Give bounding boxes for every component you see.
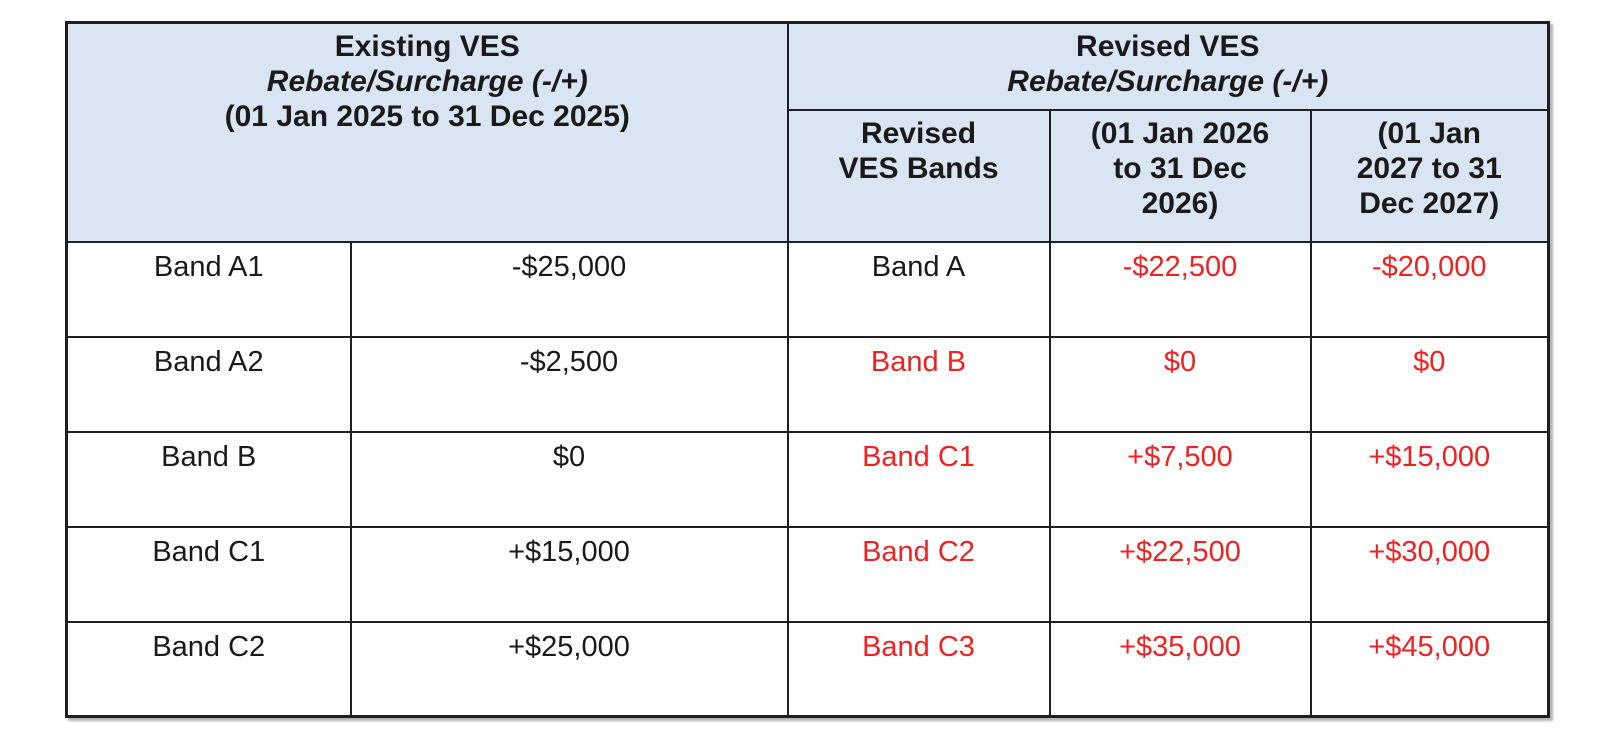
- revised-band-cell: Band C1: [786, 430, 1051, 528]
- existing-band-cell: Band C2: [65, 620, 352, 718]
- existing-value-cell: +$25,000: [349, 620, 789, 718]
- existing-ves-period: (01 Jan 2025 to 31 Dec 2025): [224, 100, 630, 133]
- existing-band-cell: Band B: [65, 430, 352, 528]
- table-row: Band A1 -$25,000 Band A -$22,500 -$20,00…: [65, 240, 1550, 338]
- table-row: Band C2 +$25,000 Band C3 +$35,000 +$45,0…: [65, 620, 1550, 718]
- value-2027-cell: +$30,000: [1309, 525, 1550, 623]
- revised-ves-header-cell: Revised VES Rebate/Surcharge (-/+): [786, 21, 1550, 111]
- value-2026-cell: -$22,500: [1048, 240, 1312, 338]
- revised-band-cell: Band A: [786, 240, 1051, 338]
- revised-band-cell: Band B: [786, 335, 1051, 433]
- existing-value-cell: -$2,500: [349, 335, 789, 433]
- ves-comparison-table: Existing VES Rebate/Surcharge (-/+) (01 …: [65, 21, 1550, 718]
- value-2026-cell: +$22,500: [1048, 525, 1312, 623]
- existing-ves-title: Existing VES: [334, 30, 520, 63]
- value-2027-cell: +$45,000: [1309, 620, 1550, 718]
- existing-ves-header-cell: Existing VES Rebate/Surcharge (-/+) (01 …: [65, 21, 789, 243]
- value-2027-cell: $0: [1309, 335, 1550, 433]
- revised-ves-title: Revised VES: [1076, 30, 1260, 63]
- table-row: Band B $0 Band C1 +$7,500 +$15,000: [65, 430, 1550, 528]
- existing-value-cell: +$15,000: [349, 525, 789, 623]
- existing-band-cell: Band C1: [65, 525, 352, 623]
- table-row: Band C1 +$15,000 Band C2 +$22,500 +$30,0…: [65, 525, 1550, 623]
- value-2026-cell: +$35,000: [1048, 620, 1312, 718]
- existing-value-cell: -$25,000: [349, 240, 789, 338]
- revised-band-cell: Band C2: [786, 525, 1051, 623]
- table-row: Band A2 -$2,500 Band B $0 $0: [65, 335, 1550, 433]
- revised-band-cell: Band C3: [786, 620, 1051, 718]
- value-2027-cell: +$15,000: [1309, 430, 1550, 528]
- period-2027-column-header: (01 Jan 2027 to 31 Dec 2027): [1309, 108, 1550, 243]
- value-2026-cell: $0: [1048, 335, 1312, 433]
- revised-ves-subtitle: Rebate/Surcharge (-/+): [1007, 65, 1329, 98]
- existing-ves-subtitle: Rebate/Surcharge (-/+): [266, 65, 588, 98]
- value-2027-cell: -$20,000: [1309, 240, 1550, 338]
- existing-band-cell: Band A1: [65, 240, 352, 338]
- period-2026-column-header: (01 Jan 2026 to 31 Dec 2026): [1048, 108, 1312, 243]
- existing-value-cell: $0: [349, 430, 789, 528]
- revised-bands-column-header: Revised VES Bands: [786, 108, 1051, 243]
- value-2026-cell: +$7,500: [1048, 430, 1312, 528]
- existing-band-cell: Band A2: [65, 335, 352, 433]
